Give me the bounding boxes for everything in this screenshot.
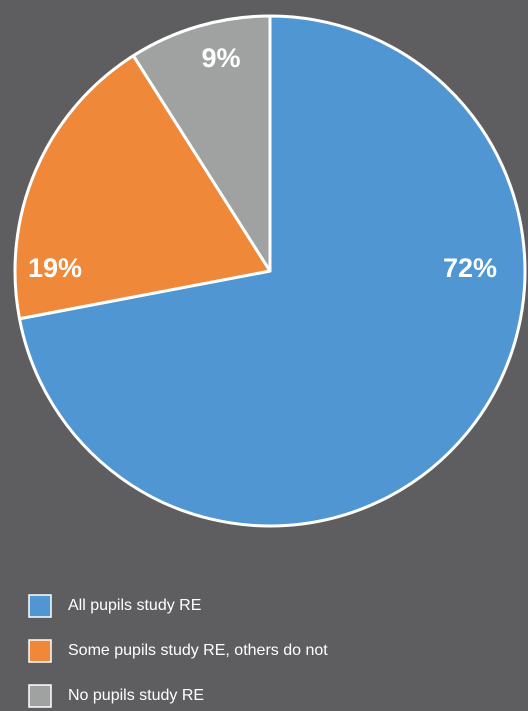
- legend-label: No pupils study RE: [68, 687, 204, 704]
- pie-slice: [131, 14, 272, 273]
- pie-slice: [13, 54, 272, 321]
- legend-label: All pupils study RE: [68, 597, 201, 614]
- value-label: 9%: [201, 43, 240, 73]
- pie-slice: [18, 14, 527, 528]
- value-label: 19%: [28, 253, 82, 283]
- legend-swatch: [28, 594, 52, 618]
- legend-swatch: [28, 684, 52, 708]
- legend-label: Some pupils study RE, others do not: [68, 642, 328, 659]
- legend-swatch: [28, 639, 52, 663]
- value-label: 72%: [443, 253, 497, 283]
